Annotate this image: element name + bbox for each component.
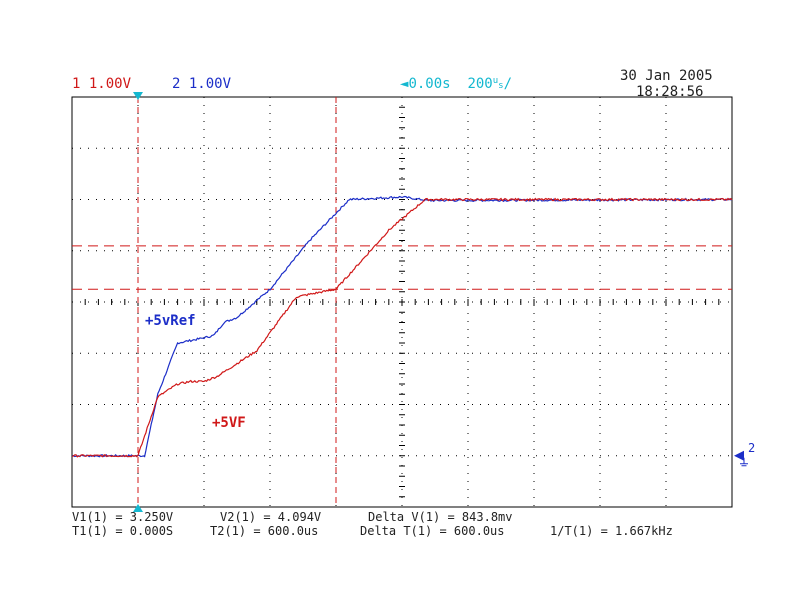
timebase-readout: ◄0.00s 200us/ xyxy=(400,76,512,92)
trace-5vf xyxy=(71,197,733,458)
graticule-grid xyxy=(71,96,733,508)
trace-label-5vref: +5vRef xyxy=(145,313,196,329)
channel2-scale: 2 1.00V xyxy=(172,76,231,92)
ground-level-icon xyxy=(734,450,744,461)
channel1-number: 1 xyxy=(72,76,81,92)
cursor-frequency: 1/T(1) = 1.667kHz xyxy=(550,524,673,538)
screen-markers xyxy=(133,92,748,512)
trace-label-5vf: +5VF xyxy=(212,415,246,431)
cursor-v1: V1(1) = 3.250V xyxy=(72,510,174,524)
left-arrow-icon: ◄ xyxy=(400,76,409,92)
cursor-t1: T1(1) = 0.000S xyxy=(72,524,174,538)
timebase-delay: 0.00s xyxy=(408,76,451,92)
timebase-slash: / xyxy=(503,76,513,92)
timebase-unit-bottom: s xyxy=(498,81,504,91)
timebase-unit-top: u xyxy=(492,76,499,86)
trigger-position-icon xyxy=(133,504,143,512)
time-readout: 18:28:56 xyxy=(636,84,704,100)
channel1-volts-per-div: 1.00V xyxy=(88,76,132,92)
trace-5vref xyxy=(71,195,733,458)
trigger-position-icon xyxy=(133,92,143,100)
channel2-number: 2 xyxy=(172,76,181,92)
cursor-t2: T2(1) = 600.0us xyxy=(210,524,319,538)
channel2-volts-per-div: 1.00V xyxy=(188,76,232,92)
date-readout: 30 Jan 2005 xyxy=(620,68,713,84)
cursor-delta-t: Delta T(1) = 600.0us xyxy=(360,524,505,538)
waveform-traces xyxy=(71,195,733,458)
channel1-scale: 1 1.00V xyxy=(72,76,131,92)
timebase-scale: 200 xyxy=(467,76,493,92)
ground-marker-label: 2 xyxy=(748,441,755,455)
measurement-cursors xyxy=(72,97,732,507)
cursor-delta-v: Delta V(1) = 843.8mv xyxy=(368,510,513,524)
cursor-v2: V2(1) = 4.094V xyxy=(220,510,322,524)
